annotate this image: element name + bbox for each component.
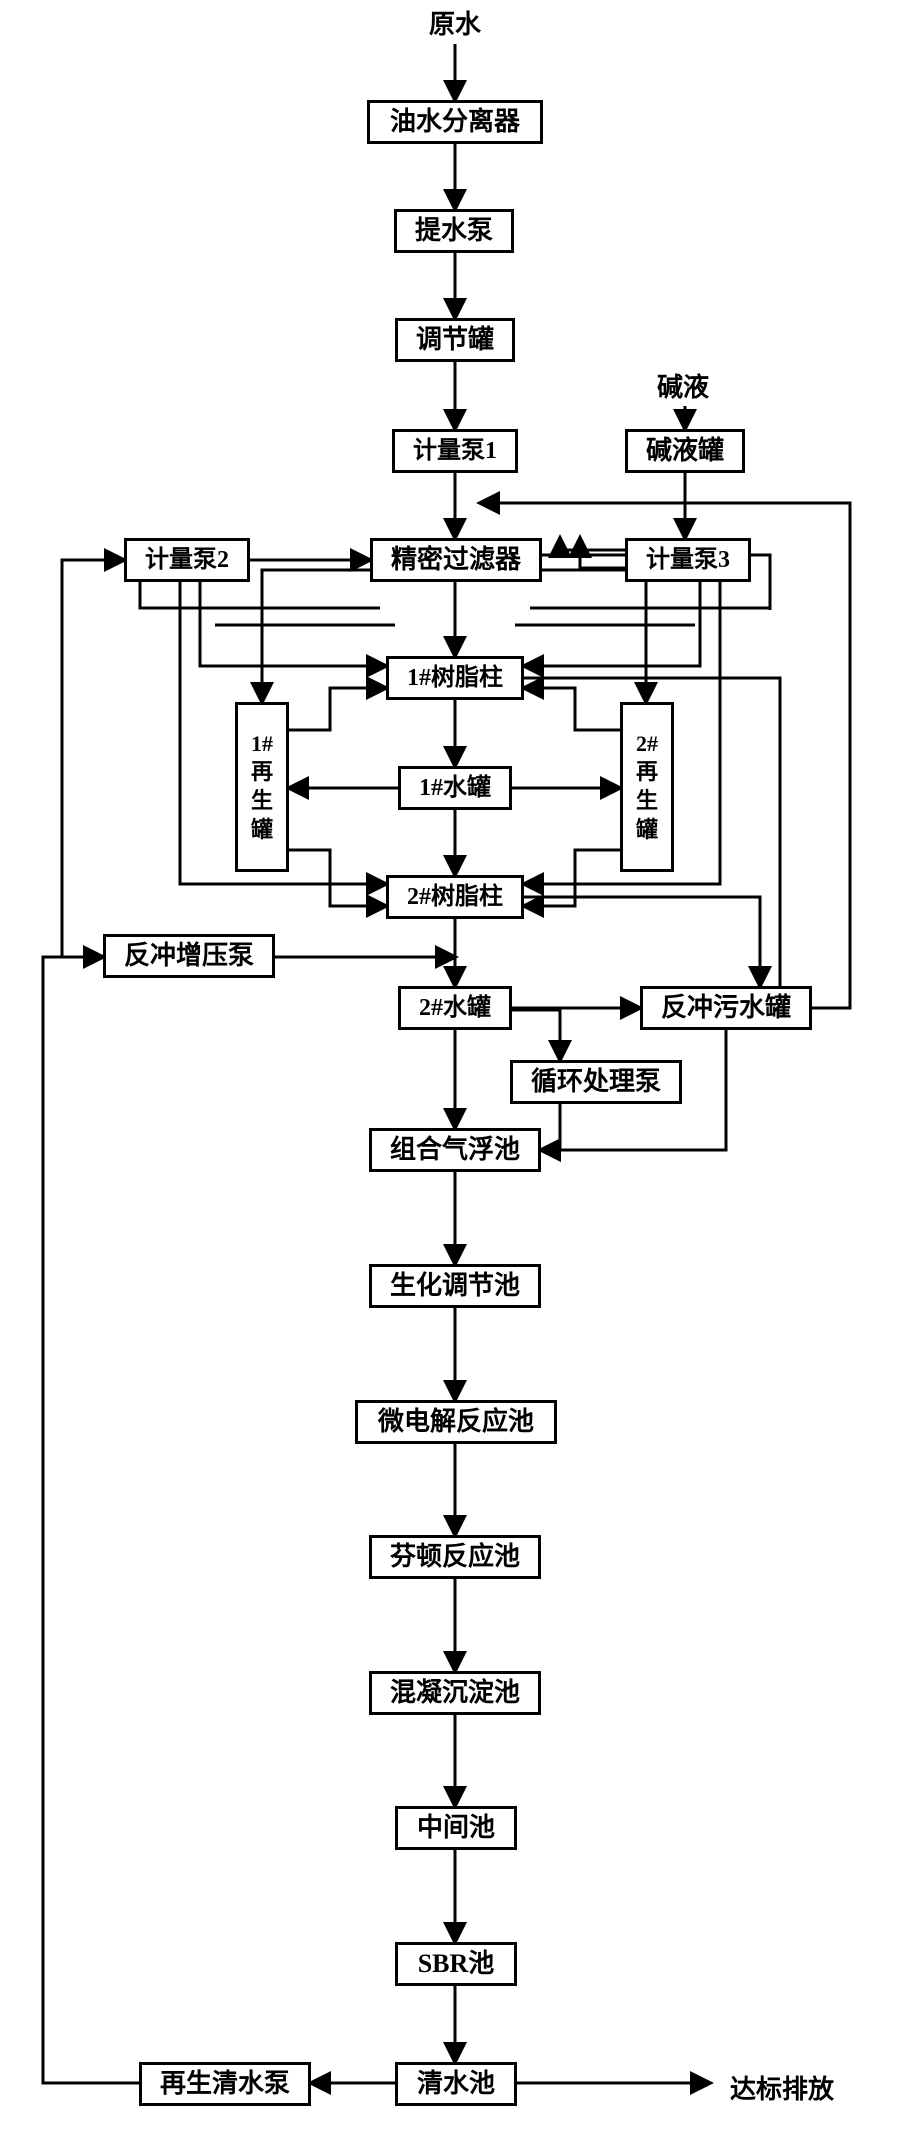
node-lift_pump: 提水泵 xyxy=(394,209,514,253)
edge-regen_cw-bwpump xyxy=(43,957,139,2083)
flowchart-root: 原水碱液达标排放 油水分离器提水泵调节罐计量泵1 碱液罐计量泵2 精密过滤器 计量泵3 1… xyxy=(0,0,915,2156)
node-microelec: 微电解反应池 xyxy=(355,1400,557,1444)
node-bwtank: 反冲污水罐 xyxy=(640,986,812,1030)
edge-wt2-circ_pump xyxy=(512,1010,560,1060)
label-discharge: 达标排放 xyxy=(730,2076,834,2105)
edge-mp2-rc1 xyxy=(200,582,386,666)
node-regen1: 1# 再 生 罐 xyxy=(235,702,289,872)
node-rc2: 2#树脂柱 xyxy=(386,875,524,919)
node-midtank: 中间池 xyxy=(395,1806,517,1850)
node-bwpump: 反冲增压泵 xyxy=(103,934,275,978)
node-circ_pump: 循环处理泵 xyxy=(510,1060,682,1104)
edge-mp3-rc1 xyxy=(524,582,700,666)
edge-mp3-filter xyxy=(560,538,625,550)
edge-regen1-rc1 xyxy=(289,688,386,730)
node-bioreg: 生化调节池 xyxy=(369,1264,541,1308)
node-reg_tank: 调节罐 xyxy=(395,318,515,362)
node-mp3: 计量泵3 xyxy=(625,538,751,582)
node-regen2: 2# 再 生 罐 xyxy=(620,702,674,872)
label-alkali: 碱液 xyxy=(657,374,709,403)
node-mp1: 计量泵1 xyxy=(392,429,518,473)
node-alkali_tank: 碱液罐 xyxy=(625,429,745,473)
node-wt2: 2#水罐 xyxy=(398,986,512,1030)
edge-circ_pump-airfloat xyxy=(541,1104,560,1150)
node-clear: 清水池 xyxy=(395,2062,517,2106)
edge-regen2-rc2 xyxy=(524,850,620,906)
edge-filter-regen1 xyxy=(262,570,370,702)
node-sep: 油水分离器 xyxy=(367,100,543,144)
edge-regen2-rc1 xyxy=(524,688,620,730)
edge-rc2-bwtank xyxy=(524,897,760,986)
node-sbr: SBR池 xyxy=(395,1942,517,1986)
node-coag: 混凝沉淀池 xyxy=(369,1671,541,1715)
node-wt1: 1#水罐 xyxy=(398,766,512,810)
edge-bwpump-mp2 xyxy=(62,560,124,957)
node-fenton: 芬顿反应池 xyxy=(369,1535,541,1579)
node-mp2: 计量泵2 xyxy=(124,538,250,582)
edge-regen1-rc2 xyxy=(289,850,386,906)
node-regen_cw: 再生清水泵 xyxy=(139,2062,311,2106)
edge-filter_bus_top-right_bus xyxy=(530,582,770,608)
edge-filter_bus_top-left_bus xyxy=(140,582,380,608)
edge-filter-regen2 xyxy=(542,570,646,702)
label-raw_water: 原水 xyxy=(429,11,481,40)
edge-mp3-filter2 xyxy=(580,538,625,568)
node-airfloat: 组合气浮池 xyxy=(369,1128,541,1172)
node-rc1: 1#树脂柱 xyxy=(386,656,524,700)
node-filter: 精密过滤器 xyxy=(370,538,542,582)
